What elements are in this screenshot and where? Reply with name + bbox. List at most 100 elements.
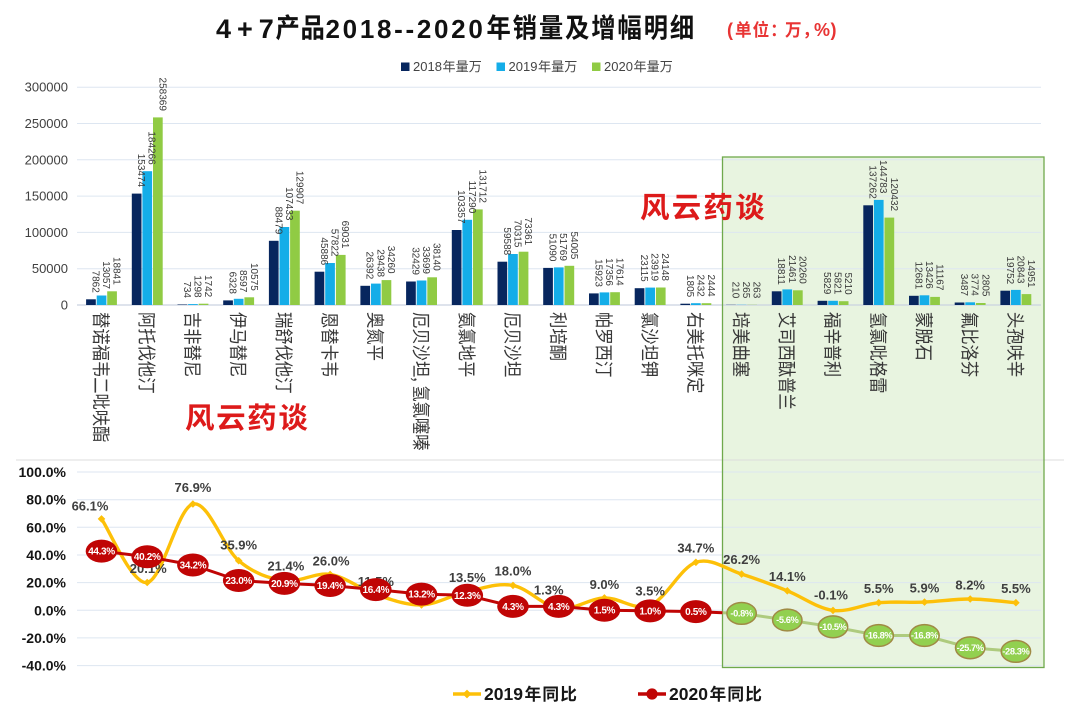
svg-text:34260: 34260 — [385, 246, 396, 274]
svg-text:): ) — [831, 20, 837, 40]
svg-text:54005: 54005 — [568, 231, 579, 259]
svg-text:7862: 7862 — [89, 271, 100, 294]
svg-text:76.9%: 76.9% — [175, 480, 212, 495]
svg-text:0.5%: 0.5% — [685, 607, 707, 618]
svg-text:33699: 33699 — [420, 246, 431, 274]
svg-text:300000: 300000 — [25, 80, 68, 95]
svg-text:20843: 20843 — [1014, 256, 1025, 284]
svg-text:-25.7%: -25.7% — [957, 643, 985, 653]
svg-text:0: 0 — [61, 298, 68, 313]
svg-text:150000: 150000 — [25, 189, 68, 204]
svg-text:18841: 18841 — [111, 257, 122, 285]
svg-text:-5.6%: -5.6% — [776, 615, 799, 625]
svg-text:38140: 38140 — [431, 243, 442, 271]
svg-text:5.9%: 5.9% — [910, 581, 940, 596]
svg-text:3774: 3774 — [969, 274, 980, 297]
svg-text:4+7: 4+7 — [216, 14, 280, 44]
svg-text:120432: 120432 — [888, 178, 899, 212]
svg-text:210: 210 — [730, 282, 741, 299]
svg-text:18.0%: 18.0% — [495, 563, 532, 578]
svg-text:44.3%: 44.3% — [88, 547, 115, 558]
svg-text:100000: 100000 — [25, 225, 68, 240]
svg-text:3.5%: 3.5% — [635, 583, 665, 598]
svg-text:5.5%: 5.5% — [864, 581, 894, 596]
svg-text:32429: 32429 — [409, 247, 420, 275]
svg-text:6328: 6328 — [227, 272, 238, 295]
svg-text:26392: 26392 — [364, 251, 375, 279]
svg-text:17614: 17614 — [614, 258, 625, 286]
svg-text:16.4%: 16.4% — [363, 585, 390, 596]
svg-text:265: 265 — [740, 282, 751, 299]
svg-text:15923: 15923 — [592, 259, 603, 287]
svg-text:73361: 73361 — [522, 217, 533, 245]
svg-text:0.0%: 0.0% — [34, 602, 66, 618]
svg-text:34.2%: 34.2% — [180, 561, 207, 572]
svg-text:24148: 24148 — [659, 253, 670, 281]
svg-text:12681: 12681 — [912, 261, 923, 289]
svg-text:-20.0%: -20.0% — [22, 630, 67, 646]
svg-text:23919: 23919 — [649, 253, 660, 281]
svg-text:3487: 3487 — [958, 274, 969, 297]
svg-text:5821: 5821 — [832, 272, 843, 295]
svg-text:23.0%: 23.0% — [225, 576, 252, 587]
svg-text:100.0%: 100.0% — [19, 464, 67, 480]
svg-text:14951: 14951 — [1025, 260, 1036, 288]
svg-text:-10.5%: -10.5% — [819, 622, 847, 632]
svg-text:129907: 129907 — [294, 171, 305, 205]
svg-text:19752: 19752 — [1004, 256, 1015, 284]
svg-text:2019: 2019 — [484, 684, 523, 704]
svg-text:1298: 1298 — [191, 275, 202, 298]
svg-text:-0.8%: -0.8% — [730, 609, 753, 619]
svg-text:45886: 45886 — [318, 237, 329, 265]
svg-text:51090: 51090 — [547, 234, 558, 262]
svg-text:1.5%: 1.5% — [594, 606, 616, 617]
svg-text:153474: 153474 — [135, 154, 146, 188]
svg-text:4.3%: 4.3% — [502, 602, 524, 613]
svg-text:59588: 59588 — [501, 227, 512, 255]
svg-text:137262: 137262 — [867, 165, 878, 199]
svg-text:(: ( — [727, 20, 733, 40]
svg-text:34.7%: 34.7% — [677, 541, 714, 556]
svg-text:14.1%: 14.1% — [769, 569, 806, 584]
svg-text:8.2%: 8.2% — [955, 577, 985, 592]
svg-text:2444: 2444 — [705, 274, 716, 297]
svg-text:2019: 2019 — [509, 59, 538, 74]
svg-text:40.2%: 40.2% — [134, 552, 161, 563]
svg-text:1742: 1742 — [202, 275, 213, 298]
svg-text:51769: 51769 — [557, 233, 568, 261]
svg-text:2432: 2432 — [694, 274, 705, 297]
svg-text:250000: 250000 — [25, 116, 68, 131]
svg-text:131712: 131712 — [476, 170, 487, 204]
svg-text:9.0%: 9.0% — [590, 577, 620, 592]
svg-text:%: % — [814, 20, 830, 40]
svg-text:20260: 20260 — [796, 256, 807, 284]
svg-text:117290: 117290 — [466, 181, 477, 214]
svg-text:-16.8%: -16.8% — [911, 631, 939, 641]
svg-text:29438: 29438 — [374, 249, 385, 277]
svg-text:200000: 200000 — [25, 152, 68, 167]
svg-text:5.5%: 5.5% — [1001, 581, 1031, 596]
svg-text:20.9%: 20.9% — [271, 579, 298, 590]
svg-text:17356: 17356 — [603, 258, 614, 286]
svg-text:107433: 107433 — [283, 187, 294, 221]
svg-text:1805: 1805 — [684, 275, 695, 298]
svg-text:57822: 57822 — [329, 229, 340, 257]
svg-text:2018: 2018 — [413, 59, 442, 74]
svg-text:40.0%: 40.0% — [26, 547, 66, 563]
svg-text:2805: 2805 — [979, 274, 990, 297]
svg-text:21461: 21461 — [786, 255, 797, 283]
svg-text:-16.8%: -16.8% — [865, 631, 893, 641]
svg-text:80.0%: 80.0% — [26, 492, 66, 508]
svg-text:13.5%: 13.5% — [449, 570, 486, 585]
svg-text:13426: 13426 — [923, 261, 934, 289]
svg-text:2020: 2020 — [669, 684, 708, 704]
svg-text:88479: 88479 — [272, 206, 283, 234]
svg-text:734: 734 — [181, 281, 192, 298]
svg-text:144783: 144783 — [877, 160, 888, 194]
svg-text:18811: 18811 — [775, 258, 786, 286]
svg-text:35.9%: 35.9% — [220, 538, 257, 553]
svg-text:19.4%: 19.4% — [317, 581, 344, 592]
svg-text:-28.3%: -28.3% — [1002, 647, 1030, 657]
svg-text:23115: 23115 — [638, 255, 649, 283]
svg-text:70315: 70315 — [512, 220, 523, 248]
